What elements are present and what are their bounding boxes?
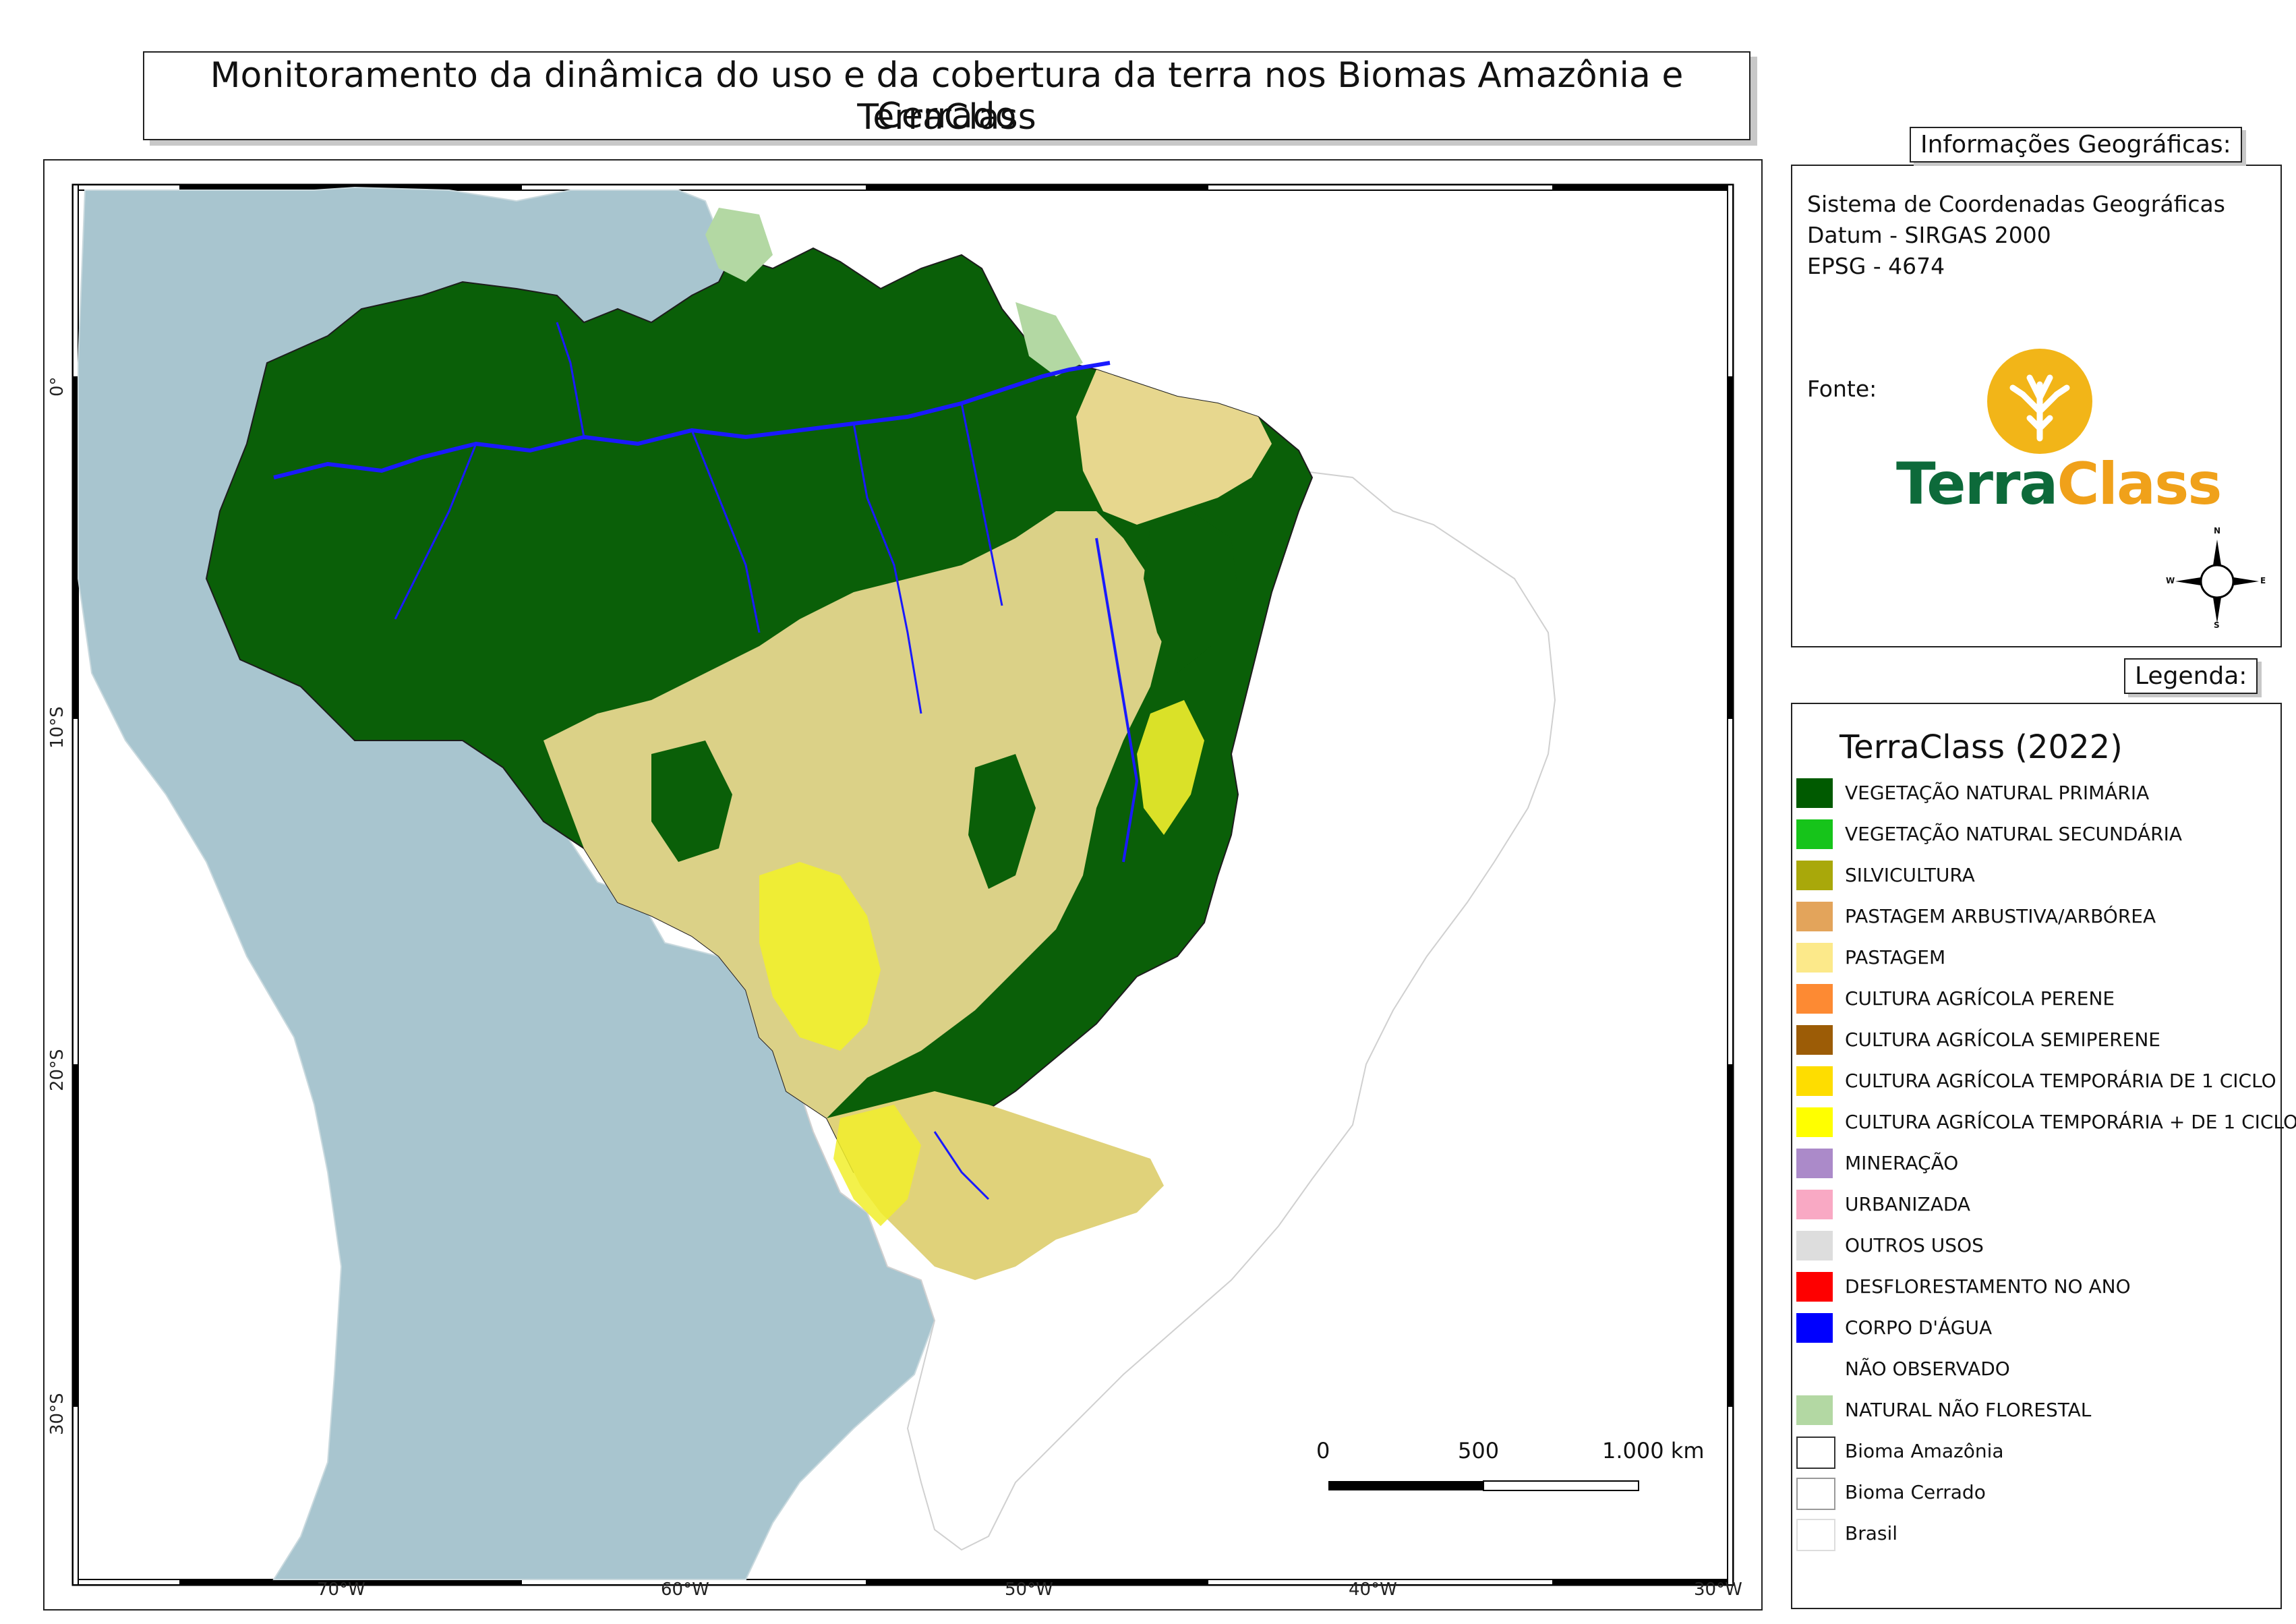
lon-tick-label: 40°W — [1349, 1579, 1397, 1600]
legend-item: URBANIZADA — [1796, 1190, 2282, 1222]
compass-n: N — [2214, 526, 2221, 535]
source-label: Fonte: — [1807, 376, 1877, 402]
legend-swatch — [1796, 1025, 1833, 1055]
legend-item: Brasil — [1796, 1519, 2282, 1551]
legend-item-label: DESFLORESTAMENTO NO ANO — [1845, 1275, 2131, 1298]
lon-tick-label: 70°W — [317, 1579, 365, 1600]
legend-item-label: Bioma Cerrado — [1845, 1481, 1986, 1503]
scale-label-0: 0 — [1316, 1438, 1330, 1463]
logo-text-terra: Terra — [1896, 451, 2058, 518]
legend-label: Legenda: — [2124, 658, 2258, 694]
legend-swatch — [1796, 943, 1833, 973]
legend-item-label: Brasil — [1845, 1522, 1898, 1544]
legend-item: OUTROS USOS — [1796, 1231, 2282, 1263]
legend-swatch — [1796, 1519, 1835, 1551]
lat-tick-label: 10°S — [47, 706, 67, 749]
legend-item: MINERAÇÃO — [1796, 1149, 2282, 1181]
legend-panel — [1791, 703, 2282, 1609]
legend-item: VEGETAÇÃO NATURAL PRIMÁRIA — [1796, 778, 2282, 811]
compass-s: S — [2214, 620, 2220, 630]
legend-item-label: URBANIZADA — [1845, 1193, 1971, 1215]
legend-swatch — [1796, 1066, 1833, 1096]
legend-item-label: CULTURA AGRÍCOLA TEMPORÁRIA DE 1 CICLO — [1845, 1070, 2276, 1092]
legend-item: NÃO OBSERVADO — [1796, 1354, 2282, 1387]
legend-swatch — [1796, 1313, 1833, 1343]
map-frame — [43, 159, 1763, 1611]
legend-swatch — [1796, 778, 1833, 808]
terraclass-logo-text: TerraClass — [1896, 451, 2222, 518]
compass-w: W — [2166, 576, 2175, 585]
legend-item: CULTURA AGRÍCOLA PERENE — [1796, 984, 2282, 1016]
map-subtitle: TerraClass — [857, 97, 1036, 138]
legend-swatch — [1796, 1107, 1833, 1137]
terraclass-logo-icon — [1987, 349, 2092, 454]
lat-tick-label: 30°S — [47, 1393, 67, 1435]
biome-cover-crop — [759, 862, 881, 1051]
lon-tick-label: 30°W — [1694, 1579, 1742, 1600]
legend-swatch — [1796, 1272, 1833, 1302]
geo-info-label: Informações Geográficas: — [1910, 127, 2242, 163]
legend-item-label: MINERAÇÃO — [1845, 1152, 1959, 1174]
scale-bar — [1328, 1480, 1639, 1491]
legend-item-label: NATURAL NÃO FLORESTAL — [1845, 1399, 2092, 1421]
legend-title: TerraClass (2022) — [1839, 728, 2123, 766]
legend-item-label: VEGETAÇÃO NATURAL SECUNDÁRIA — [1845, 823, 2183, 845]
geo-info-line: EPSG - 4674 — [1807, 253, 1945, 279]
biome-cover-northeast — [1076, 370, 1272, 525]
legend-swatch — [1796, 1231, 1833, 1260]
legend-swatch — [1796, 902, 1833, 931]
legend-item-label: CORPO D'ÁGUA — [1845, 1316, 1993, 1339]
legend-item: Bioma Amazônia — [1796, 1437, 2282, 1469]
legend-item-label: OUTROS USOS — [1845, 1234, 1984, 1256]
lon-tick-label: 50°W — [1005, 1579, 1053, 1600]
legend-swatch — [1796, 1478, 1835, 1510]
map-title: Monitoramento da dinâmica do uso e da co… — [210, 55, 1684, 136]
biome-cover-pasture — [543, 511, 1164, 1118]
legend-swatch — [1796, 1437, 1835, 1469]
legend-swatch — [1796, 1354, 1833, 1384]
geo-info-line: Datum - SIRGAS 2000 — [1807, 222, 2051, 248]
legend-item: CULTURA AGRÍCOLA TEMPORÁRIA DE 1 CICLO — [1796, 1066, 2282, 1099]
biome-cover-crop-3 — [833, 1105, 921, 1226]
legend-item: PASTAGEM ARBUSTIVA/ARBÓREA — [1796, 902, 2282, 934]
legend-item-label: PASTAGEM ARBUSTIVA/ARBÓREA — [1845, 905, 2156, 927]
legend-swatch — [1796, 1149, 1833, 1178]
title-box: Monitoramento da dinâmica do uso e da co… — [143, 51, 1750, 140]
legend-item: NATURAL NÃO FLORESTAL — [1796, 1395, 2282, 1428]
legend-item: SILVICULTURA — [1796, 861, 2282, 893]
map-canvas — [71, 183, 1734, 1586]
legend-swatch — [1796, 819, 1833, 849]
compass-rose-icon: N S W E — [2166, 526, 2266, 630]
legend-item: DESFLORESTAMENTO NO ANO — [1796, 1272, 2282, 1304]
logo-text-class: Class — [2057, 451, 2222, 518]
biome-cover-crop-2 — [1137, 700, 1204, 835]
legend-item: CULTURA AGRÍCOLA SEMIPERENE — [1796, 1025, 2282, 1057]
legend-item: CULTURA AGRÍCOLA TEMPORÁRIA + DE 1 CICLO — [1796, 1107, 2296, 1140]
legend-item: PASTAGEM — [1796, 943, 2282, 975]
amazon-river — [273, 361, 1111, 480]
scale-label-500: 500 — [1458, 1438, 1500, 1463]
legend-item-label: SILVICULTURA — [1845, 864, 1975, 886]
legend-item-label: CULTURA AGRÍCOLA TEMPORÁRIA + DE 1 CICLO — [1845, 1111, 2296, 1133]
lat-tick-label: 20°S — [47, 1049, 67, 1091]
lon-tick-label: 60°W — [661, 1579, 709, 1600]
legend-swatch — [1796, 861, 1833, 890]
lat-tick-label: 0° — [47, 376, 67, 397]
geo-info-line: Sistema de Coordenadas Geográficas — [1807, 191, 2225, 217]
legend-item-label: PASTAGEM — [1845, 946, 1946, 968]
legend-swatch — [1796, 984, 1833, 1014]
legend-item-label: CULTURA AGRÍCOLA PERENE — [1845, 987, 2115, 1010]
scale-label-1000: 1.000 km — [1602, 1438, 1705, 1463]
legend-item-label: VEGETAÇÃO NATURAL PRIMÁRIA — [1845, 782, 2150, 804]
compass-e: E — [2260, 576, 2266, 585]
legend-swatch — [1796, 1395, 1833, 1425]
legend-swatch — [1796, 1190, 1833, 1219]
legend-item-label: Bioma Amazônia — [1845, 1440, 2004, 1462]
legend-item-label: NÃO OBSERVADO — [1845, 1358, 2010, 1380]
legend-item-label: CULTURA AGRÍCOLA SEMIPERENE — [1845, 1028, 2160, 1051]
legend-item: Bioma Cerrado — [1796, 1478, 2282, 1510]
legend-item: VEGETAÇÃO NATURAL SECUNDÁRIA — [1796, 819, 2282, 852]
legend-item: CORPO D'ÁGUA — [1796, 1313, 2282, 1345]
